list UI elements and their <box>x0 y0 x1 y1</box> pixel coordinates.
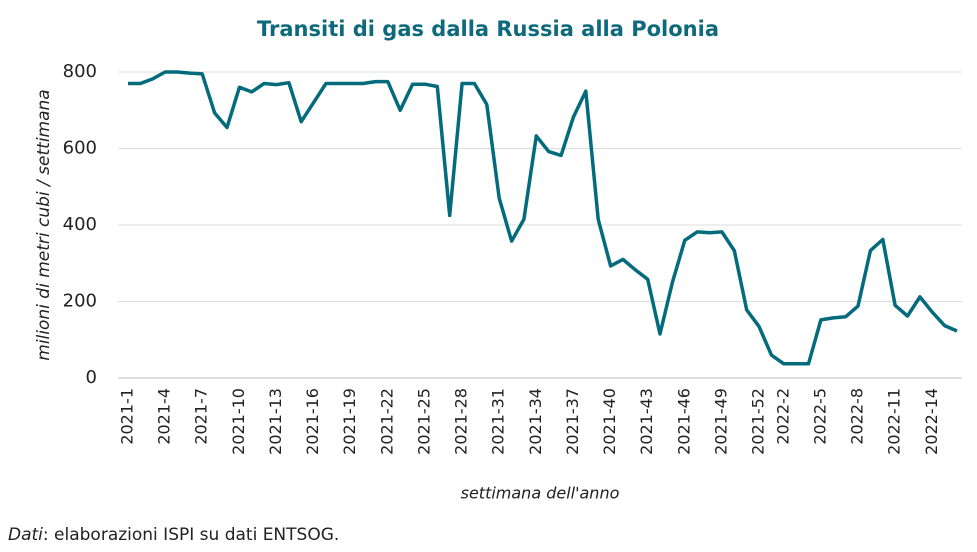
x-tick-label: 2021-25 <box>414 388 433 455</box>
x-axis-title: settimana dell'anno <box>461 484 620 503</box>
x-tick-label: 2022-8 <box>848 388 867 445</box>
y-tick-label: 400 <box>63 214 97 235</box>
x-tick-label: 2021-13 <box>266 388 285 455</box>
x-tick-label: 2021-37 <box>563 388 582 455</box>
x-tick-label: 2022-14 <box>922 388 941 455</box>
x-tick-label: 2021-22 <box>377 388 396 455</box>
x-tick-label: 2021-7 <box>192 388 211 445</box>
x-tick-label: 2021-34 <box>526 388 545 455</box>
x-tick-label: 2022-11 <box>885 388 904 455</box>
x-tick-label: 2021-46 <box>674 388 693 455</box>
x-tick-label: 2021-31 <box>489 388 508 455</box>
y-tick-label: 800 <box>63 61 97 82</box>
source-note: Dati: elaborazioni ISPI su dati ENTSOG. <box>8 525 339 545</box>
x-tick-label: 2021-10 <box>229 388 248 455</box>
x-tick-label: 2021-1 <box>118 388 137 445</box>
x-tick-label: 2022-2 <box>773 388 792 445</box>
x-tick-label: 2021-19 <box>340 388 359 455</box>
x-tick-label: 2021-4 <box>155 388 174 445</box>
y-axis-title: milioni di metri cubi / settimana <box>34 89 54 360</box>
chart-title: Transiti di gas dalla Russia alla Poloni… <box>257 17 719 41</box>
x-tick-label: 2021-52 <box>749 388 768 455</box>
x-tick-label: 2021-16 <box>303 388 322 455</box>
data-line <box>128 70 958 366</box>
source-text: : elaborazioni ISPI su dati ENTSOG. <box>43 525 339 545</box>
y-tick-label: 200 <box>63 291 97 312</box>
x-tick-label: 2022-5 <box>810 388 829 445</box>
y-tick-label: 600 <box>63 138 97 159</box>
x-tick-label: 2021-40 <box>600 388 619 455</box>
x-tick-label: 2021-43 <box>637 388 656 455</box>
y-tick-label: 0 <box>86 367 97 388</box>
source-label: Dati <box>8 525 43 545</box>
x-tick-label: 2021-28 <box>452 388 471 455</box>
x-tick-label: 2021-49 <box>711 388 730 455</box>
